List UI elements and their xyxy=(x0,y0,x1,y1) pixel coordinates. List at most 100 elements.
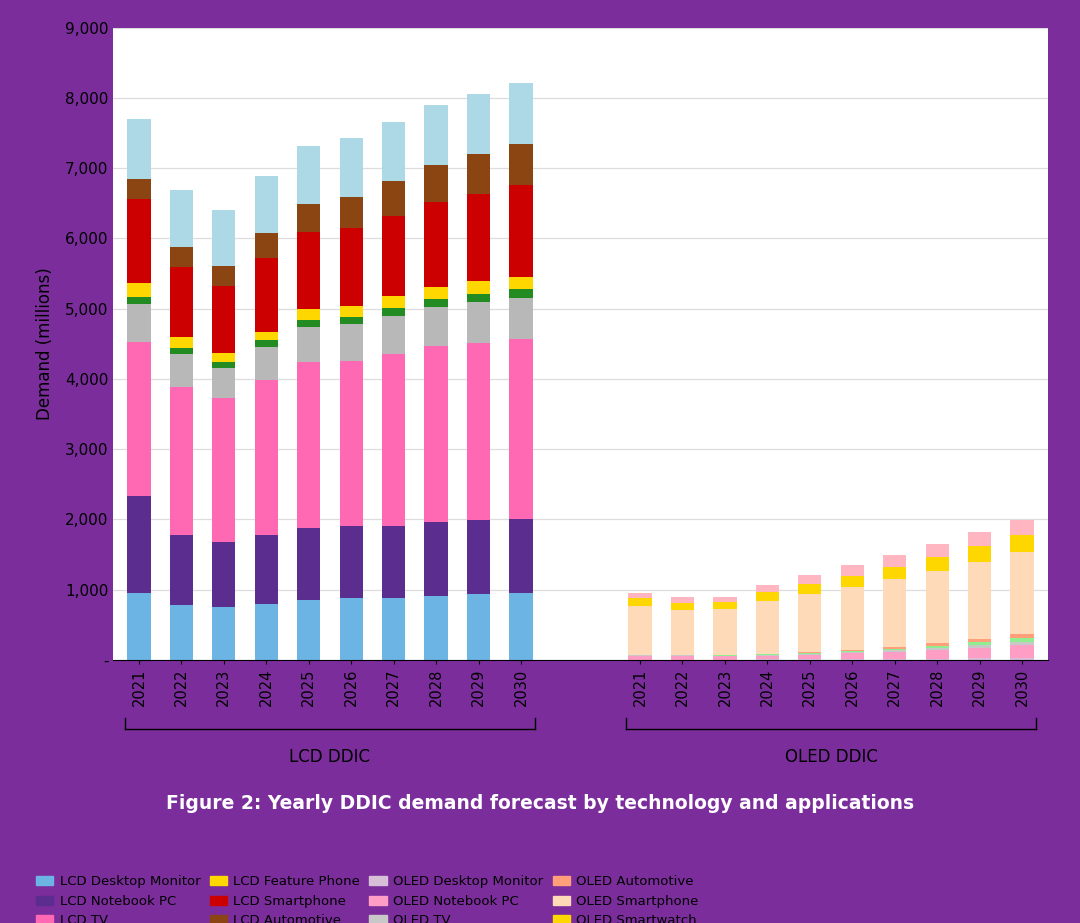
Bar xyxy=(170,348,193,354)
Bar xyxy=(883,649,906,651)
Bar xyxy=(467,282,490,294)
Bar xyxy=(424,105,448,165)
Bar xyxy=(297,233,321,309)
Bar xyxy=(840,651,864,653)
Bar xyxy=(883,555,906,567)
Bar xyxy=(255,605,278,660)
Bar xyxy=(510,298,532,340)
Bar xyxy=(170,190,193,247)
Bar xyxy=(127,283,150,297)
Bar xyxy=(467,303,490,342)
Bar xyxy=(127,119,150,179)
Bar xyxy=(798,575,822,584)
Bar xyxy=(798,654,822,659)
Bar xyxy=(382,296,405,308)
Bar xyxy=(883,647,906,649)
Bar xyxy=(424,522,448,596)
Bar xyxy=(339,598,363,660)
Bar xyxy=(127,305,150,342)
Bar xyxy=(510,290,532,298)
Bar xyxy=(1011,642,1034,645)
Bar xyxy=(127,593,150,660)
Bar xyxy=(382,122,405,181)
Bar xyxy=(170,267,193,337)
Bar xyxy=(798,653,822,654)
Bar xyxy=(1011,535,1034,552)
Bar xyxy=(127,199,150,283)
Bar xyxy=(510,277,532,290)
Bar xyxy=(467,194,490,282)
Bar xyxy=(840,650,864,651)
Bar xyxy=(968,639,991,642)
Bar xyxy=(968,546,991,561)
Bar xyxy=(255,380,278,535)
Bar xyxy=(297,600,321,660)
Bar xyxy=(671,597,694,603)
Bar xyxy=(339,361,363,526)
Bar xyxy=(339,306,363,317)
Bar xyxy=(339,228,363,306)
Bar xyxy=(510,186,532,277)
Bar xyxy=(629,593,651,598)
Bar xyxy=(297,528,321,600)
Bar xyxy=(510,593,532,660)
Bar xyxy=(467,294,490,303)
Bar xyxy=(255,535,278,605)
Bar xyxy=(1011,634,1034,638)
Bar xyxy=(170,354,193,388)
Bar xyxy=(424,307,448,346)
Bar xyxy=(629,656,651,660)
Bar xyxy=(170,337,193,348)
Bar xyxy=(510,83,532,144)
Bar xyxy=(339,138,363,197)
Bar xyxy=(212,210,235,266)
Bar xyxy=(756,655,779,659)
Bar xyxy=(339,317,363,325)
Bar xyxy=(424,165,448,202)
Bar xyxy=(671,656,694,660)
Bar xyxy=(1011,658,1034,660)
Bar xyxy=(968,561,991,639)
Text: LCD DDIC: LCD DDIC xyxy=(289,749,370,766)
Text: Figure 2: Yearly DDIC demand forecast by technology and applications: Figure 2: Yearly DDIC demand forecast by… xyxy=(166,795,914,813)
Bar xyxy=(339,197,363,228)
Bar xyxy=(798,584,822,594)
Bar xyxy=(212,367,235,398)
Bar xyxy=(127,497,150,593)
Bar xyxy=(926,557,949,571)
Bar xyxy=(297,309,321,320)
Bar xyxy=(968,532,991,546)
Bar xyxy=(382,526,405,598)
Bar xyxy=(840,653,864,659)
Bar xyxy=(170,535,193,605)
Bar xyxy=(713,603,737,609)
Bar xyxy=(756,585,779,593)
Bar xyxy=(510,144,532,186)
Bar xyxy=(424,299,448,307)
Bar xyxy=(713,609,737,655)
Bar xyxy=(212,542,235,606)
Bar xyxy=(467,594,490,660)
Bar xyxy=(127,179,150,199)
Bar xyxy=(883,580,906,647)
Bar xyxy=(297,363,321,528)
Bar xyxy=(883,651,906,652)
Bar xyxy=(382,308,405,316)
Bar xyxy=(170,388,193,535)
Bar xyxy=(926,544,949,557)
Bar xyxy=(382,216,405,296)
Bar xyxy=(1011,645,1034,658)
Bar xyxy=(840,566,864,576)
Bar xyxy=(756,601,779,653)
Bar xyxy=(467,94,490,154)
Bar xyxy=(467,154,490,194)
Bar xyxy=(424,596,448,660)
Bar xyxy=(382,354,405,526)
Bar xyxy=(127,297,150,305)
Bar xyxy=(713,656,737,660)
Bar xyxy=(297,328,321,363)
Bar xyxy=(968,658,991,660)
Bar xyxy=(170,247,193,267)
Bar xyxy=(926,648,949,650)
Bar xyxy=(212,353,235,362)
